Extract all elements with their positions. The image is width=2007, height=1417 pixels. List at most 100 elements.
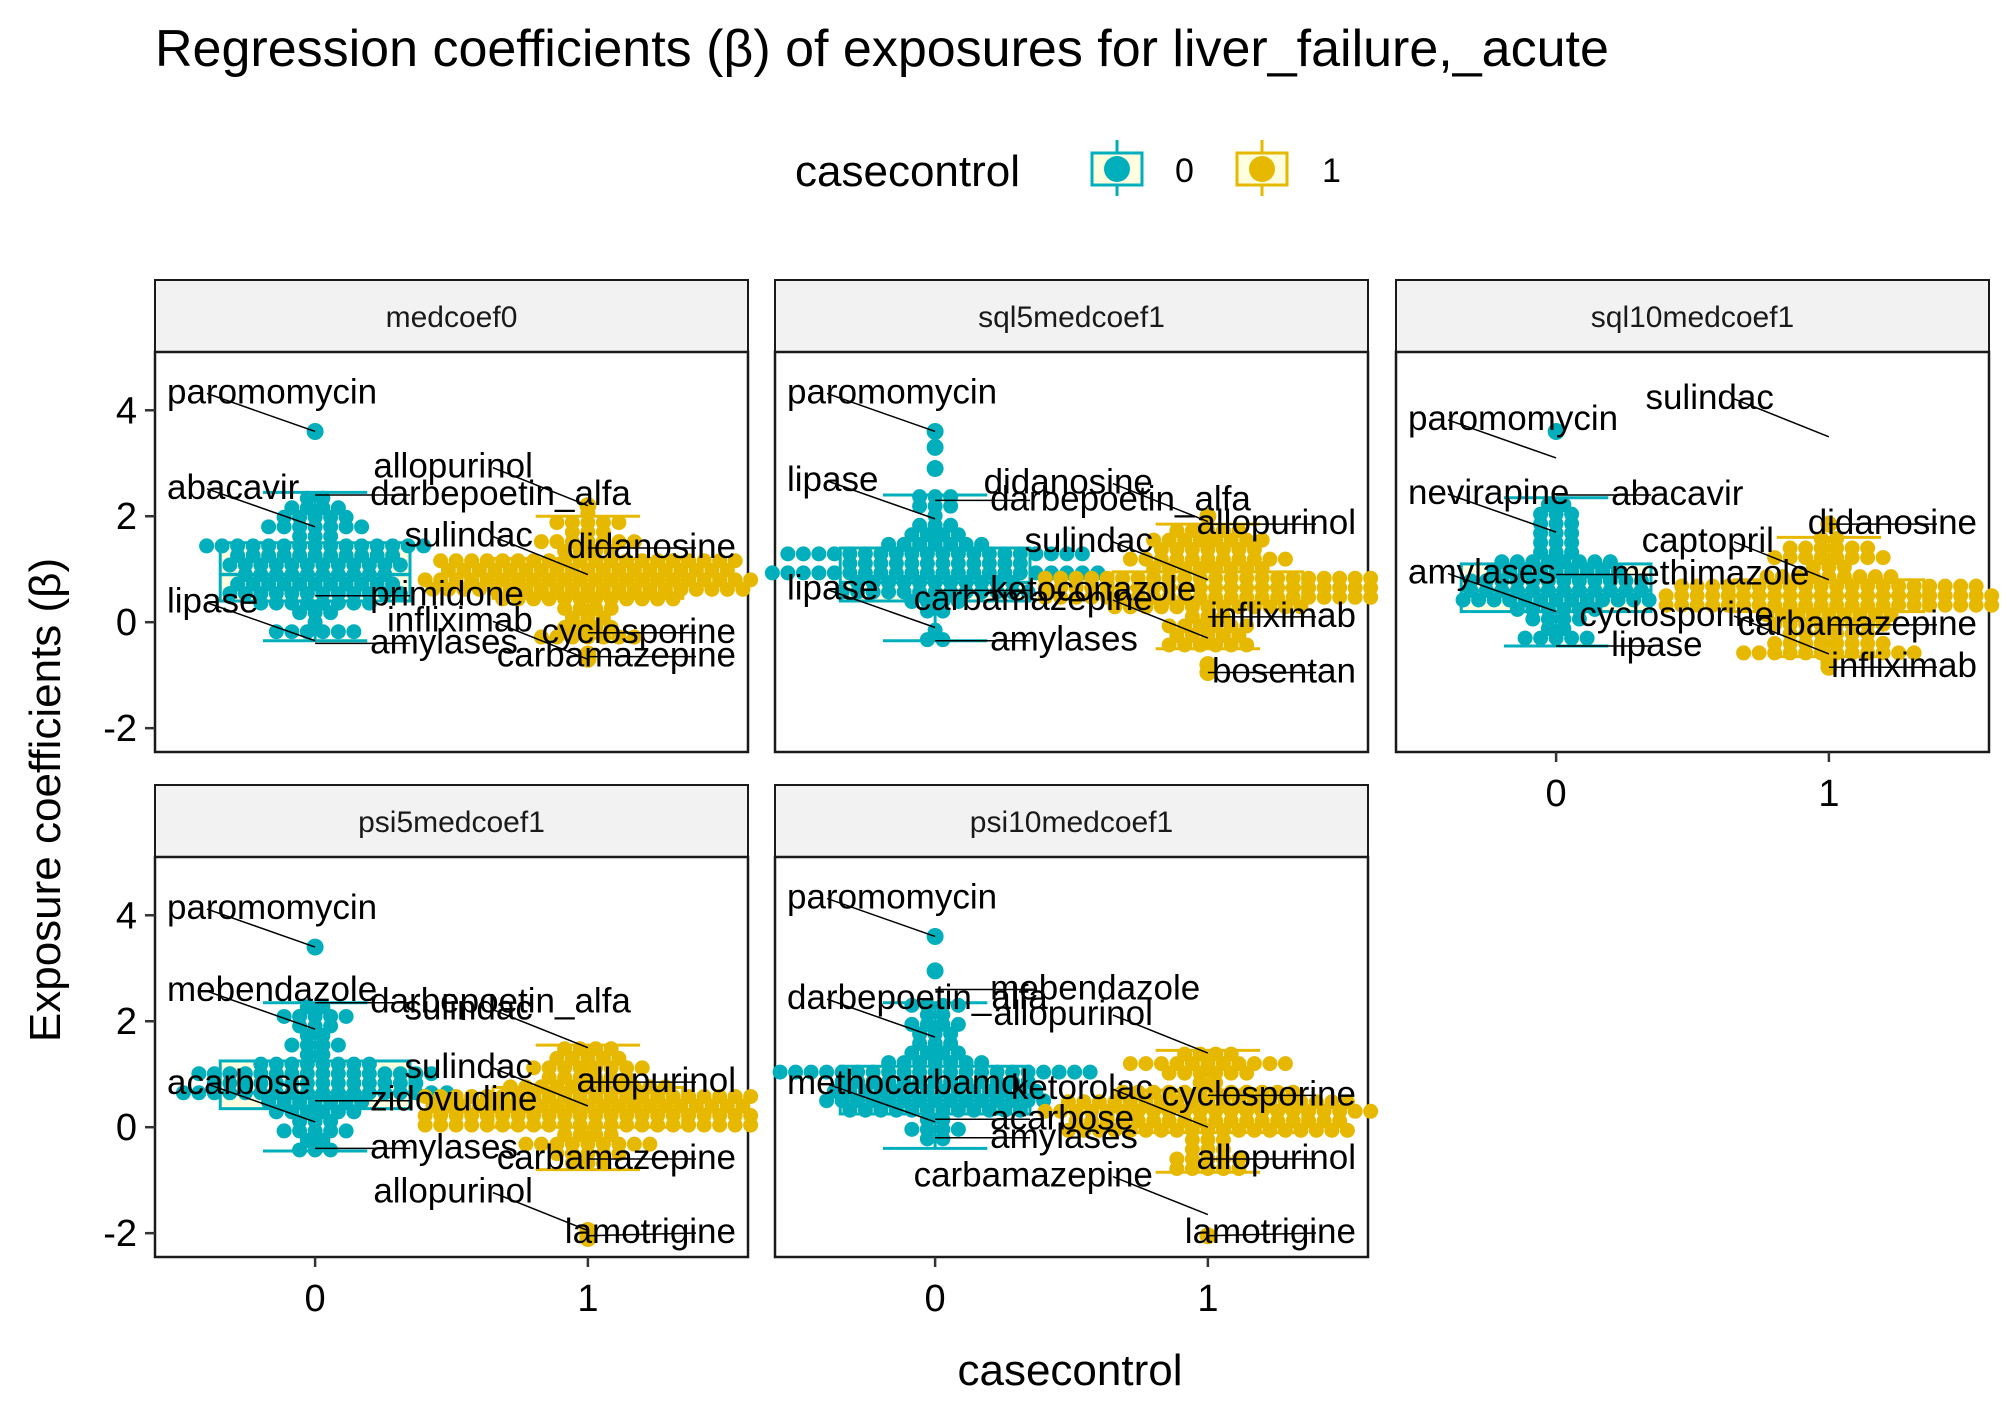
y-tick-label: 2 — [116, 1001, 137, 1043]
data-point — [1339, 1122, 1355, 1138]
data-point — [338, 538, 354, 554]
data-point — [408, 1066, 424, 1082]
data-point — [696, 1088, 712, 1104]
data-point — [557, 1041, 573, 1057]
point-label: abacavir — [1611, 474, 1744, 513]
data-point — [904, 997, 920, 1013]
point-label: infliximab — [1210, 596, 1356, 635]
data-point — [688, 581, 704, 597]
data-point — [307, 576, 323, 592]
data-point — [611, 581, 627, 597]
data-point — [1579, 630, 1595, 646]
data-point — [1736, 578, 1752, 594]
data-point — [253, 595, 269, 611]
data-point — [1130, 1084, 1146, 1100]
data-point — [727, 1108, 743, 1124]
data-point — [510, 1108, 526, 1124]
data-point — [1184, 627, 1200, 643]
data-point — [1875, 550, 1891, 566]
data-point — [743, 1108, 759, 1124]
facet-panels: medcoef0 -2 0 2 4 paromomycin darbepoetin_alfa… — [103, 279, 2000, 1320]
data-point — [1790, 607, 1806, 623]
point-label: paromomycin — [787, 372, 997, 411]
data-point — [245, 576, 261, 592]
point-label: amylases — [370, 1127, 518, 1166]
data-point — [1922, 578, 1938, 594]
data-point — [1767, 645, 1783, 661]
data-point — [526, 553, 542, 569]
data-point — [603, 1041, 619, 1057]
data-point — [1122, 1056, 1138, 1072]
data-point — [1184, 608, 1200, 624]
data-point — [1153, 1122, 1169, 1138]
data-point — [330, 624, 346, 640]
facet-sql5medcoef1: sql5medcoef1paromomycindarbepoetin_alfal… — [764, 279, 1379, 754]
data-point — [1053, 570, 1069, 586]
data-point — [564, 515, 580, 531]
data-point — [626, 534, 642, 550]
data-point — [354, 519, 370, 535]
data-point — [346, 1104, 362, 1120]
data-point — [284, 624, 300, 640]
data-point — [935, 1131, 951, 1147]
label-leader — [826, 998, 936, 1038]
point-label: carbamazepine — [497, 636, 736, 675]
data-point — [1674, 578, 1690, 594]
data-point — [1363, 589, 1379, 605]
label-leader — [1112, 1175, 1209, 1216]
facet-strip — [1395, 279, 1990, 353]
data-point — [1455, 592, 1471, 608]
data-point — [448, 1088, 464, 1104]
data-point — [826, 546, 842, 562]
data-point — [1036, 1064, 1052, 1080]
data-point — [549, 534, 565, 550]
data-point — [1813, 626, 1829, 642]
data-point — [1067, 1064, 1083, 1080]
label-leader — [206, 488, 316, 528]
data-point — [611, 534, 627, 550]
facet-psi5medcoef1: psi5medcoef1 -2 0 2 4 0 1 paromomycin darbepoeti… — [103, 784, 759, 1320]
data-point — [1138, 1122, 1154, 1138]
data-point — [1852, 569, 1868, 585]
y-axis-title: Exposure coefficients (β) — [21, 558, 70, 1042]
data-point — [1099, 570, 1115, 586]
data-point — [904, 1121, 920, 1137]
data-point — [788, 1064, 804, 1080]
data-point — [1347, 589, 1363, 605]
data-point — [997, 1102, 1013, 1118]
data-point — [1200, 523, 1216, 539]
y-tick-label: 4 — [116, 390, 137, 432]
data-point — [417, 1108, 433, 1124]
x-tick-label: 1 — [1197, 1278, 1218, 1320]
data-point — [400, 538, 416, 554]
data-point — [518, 581, 534, 597]
data-point — [1579, 592, 1595, 608]
data-point — [533, 581, 549, 597]
point-label: paromomycin — [787, 877, 997, 916]
outlier-point — [1547, 422, 1565, 440]
data-point — [1883, 607, 1899, 623]
point-label: darbepoetin_alfa — [370, 982, 631, 1021]
data-point — [1883, 569, 1899, 585]
data-point — [1626, 592, 1642, 608]
data-point — [1277, 551, 1293, 567]
data-point — [642, 1079, 658, 1095]
data-point — [1084, 589, 1100, 605]
facet-strip — [154, 784, 749, 858]
data-point — [1860, 540, 1876, 556]
data-point — [1084, 570, 1100, 586]
data-point — [299, 999, 315, 1015]
data-point — [1200, 627, 1216, 643]
data-point — [1028, 546, 1044, 562]
data-point — [1324, 1094, 1340, 1110]
facet-strip-label: psi5medcoef1 — [358, 806, 545, 839]
data-point — [974, 584, 990, 600]
outlier-point — [579, 1229, 597, 1247]
data-point — [1115, 589, 1131, 605]
data-point — [1223, 589, 1239, 605]
label-leader — [492, 466, 589, 507]
data-point — [873, 1102, 889, 1118]
data-point — [588, 1108, 604, 1124]
data-point — [175, 1085, 191, 1101]
data-point — [919, 603, 935, 619]
